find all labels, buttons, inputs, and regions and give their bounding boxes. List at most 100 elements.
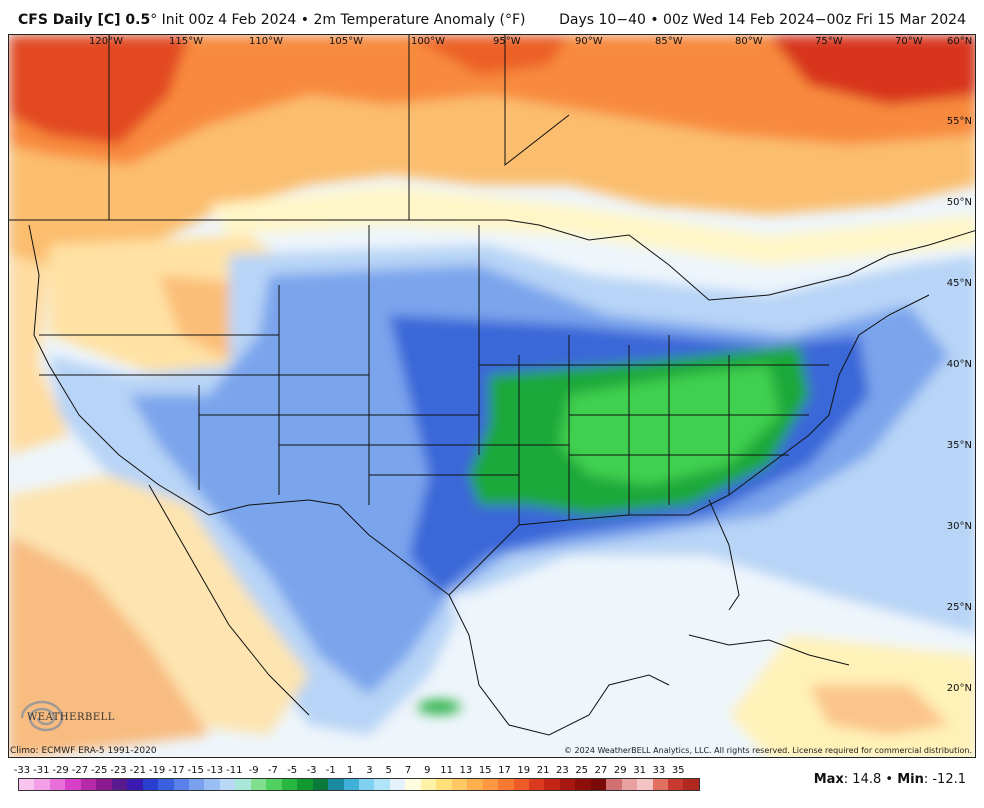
colorbar-tick-label: 3 (366, 765, 373, 776)
colorbar-swatch (266, 779, 282, 790)
colorbar-swatch (281, 779, 298, 790)
latitude-label: 35°N (946, 440, 972, 451)
colorbar-swatch (96, 779, 112, 790)
longitude-label: 115°W (169, 36, 203, 47)
colorbar-swatch (358, 779, 375, 790)
model-name: CFS Daily [C] 0.5 (18, 12, 151, 28)
latitude-label: 40°N (946, 359, 972, 370)
colorbar-swatch (219, 779, 236, 790)
colorbar-swatch (621, 779, 638, 790)
colorbar-swatch (328, 779, 344, 790)
anomaly-shading (9, 35, 975, 757)
colorbar-tick-label: 19 (517, 765, 531, 776)
colorbar-tick-labels: -33 -31 -29 -27 -25 -23 -21 -19 -17 -15 -13 -11 -9 -7… (14, 765, 714, 777)
colorbar-swatch (559, 779, 576, 790)
colorbar-tick-label: -21 (129, 765, 146, 776)
colorbar-tick-label: -27 (71, 765, 89, 776)
colorbar-swatch (420, 779, 437, 790)
colorbar-swatch (482, 779, 499, 790)
map-header: CFS Daily [C] 0.5° Init 00z 4 Feb 2024 •… (0, 0, 984, 34)
colorbar-swatch (575, 779, 591, 790)
colorbar-swatch (528, 779, 545, 790)
longitude-label: 110°W (249, 36, 283, 47)
latitude-label: 45°N (946, 278, 972, 289)
colorbar-swatch (158, 779, 174, 790)
longitude-label: 95°W (493, 36, 521, 47)
colorbar-tick-label: 31 (633, 765, 646, 776)
colorbar-swatch (235, 779, 251, 790)
colorbar-swatch (606, 779, 622, 790)
colorbar-tick-label: -11 (226, 765, 243, 776)
colorbar (18, 778, 700, 791)
colorbar-swatch (637, 779, 653, 790)
province-borders (108, 35, 570, 220)
min-value: : -12.1 (923, 772, 966, 787)
colorbar-tick-label: -25 (91, 765, 108, 776)
colorbar-swatch (173, 779, 189, 790)
colorbar-tick-label: 33 (652, 765, 666, 776)
latitude-label: 20°N (946, 683, 972, 694)
colorbar-swatch (389, 779, 406, 790)
longitude-label: 90°W (575, 36, 603, 47)
colorbar-tick-label: 13 (459, 765, 473, 776)
colorbar-swatch (111, 779, 128, 790)
colorbar-swatch (65, 779, 81, 790)
cuba-outline (688, 634, 850, 666)
colorbar-tick-label: -5 (287, 765, 298, 776)
colorbar-tick-label: -23 (110, 765, 127, 776)
longitude-label: 75°W (815, 36, 843, 47)
colorbar-swatch (405, 779, 421, 790)
colorbar-tick-label: 7 (404, 765, 412, 776)
latitude-label: 50°N (946, 197, 972, 208)
colorbar-swatch (297, 779, 313, 790)
latitude-label: 25°N (946, 602, 972, 613)
colorbar-swatch (513, 779, 529, 790)
baja-coast (148, 484, 310, 716)
colorbar-tick-label: 25 (575, 765, 589, 776)
longitude-label: 100°W (411, 36, 445, 47)
boundaries (9, 35, 975, 736)
colorbar-swatch (374, 779, 390, 790)
max-min-readout: Max: 14.8 • Min: -12.1 (814, 772, 966, 787)
colorbar-tick-label: 27 (594, 765, 608, 776)
state-lines-vertical (198, 225, 730, 525)
colorbar-tick-label: -29 (52, 765, 69, 776)
colorbar-swatch (142, 779, 159, 790)
colorbar-swatch (544, 779, 560, 790)
colorbar-swatch (436, 779, 452, 790)
latitude-label: 60°N (947, 36, 973, 47)
colorbar-tick-label: -17 (168, 765, 185, 776)
longitude-label: 120°W (89, 36, 123, 47)
colorbar-tick-label: 11 (440, 765, 453, 776)
colorbar-swatch (34, 779, 50, 790)
colorbar-swatch (49, 779, 66, 790)
colorbar-swatch (312, 779, 329, 790)
florida-outline (708, 499, 740, 611)
climo-note: Climo: ECMWF ERA-5 1991-2020 (10, 746, 157, 756)
colorbar-swatch (188, 779, 205, 790)
colorbar-swatch (498, 779, 514, 790)
colorbar-tick-label: 23 (556, 765, 569, 776)
map-title: CFS Daily [C] 0.5° Init 00z 4 Feb 2024 •… (18, 12, 525, 28)
colorbar-tick-label: 21 (536, 765, 550, 776)
latitude-label: 55°N (946, 116, 972, 127)
colorbar-tick-label: 9 (424, 765, 431, 776)
colorbar-tick-label: -9 (248, 765, 259, 776)
longitude-label: 105°W (329, 36, 363, 47)
colorbar-swatch (80, 779, 97, 790)
mexico-gulf-coast (448, 594, 670, 736)
colorbar-tick-label: 1 (346, 765, 354, 776)
colorbar-swatch (652, 779, 669, 790)
colorbar-tick-label: -7 (267, 765, 278, 776)
longitude-label: 70°W (895, 36, 923, 47)
colorbar-swatch (590, 779, 607, 790)
colorbar-swatch (683, 779, 699, 790)
colorbar-swatch (19, 779, 35, 790)
state-lines-horizontal (39, 334, 829, 476)
colorbar-tick-label: 35 (671, 765, 685, 776)
map-panel: 120°W 115°W 110°W 105°W 100°W 95°W 90°W … (8, 34, 976, 758)
colorbar-tick-label: -19 (148, 765, 166, 776)
longitude-label: 85°W (655, 36, 683, 47)
valid-range: Days 10−40 • 00z Wed 14 Feb 2024−00z Fri… (559, 12, 966, 28)
colorbar-swatch (343, 779, 359, 790)
